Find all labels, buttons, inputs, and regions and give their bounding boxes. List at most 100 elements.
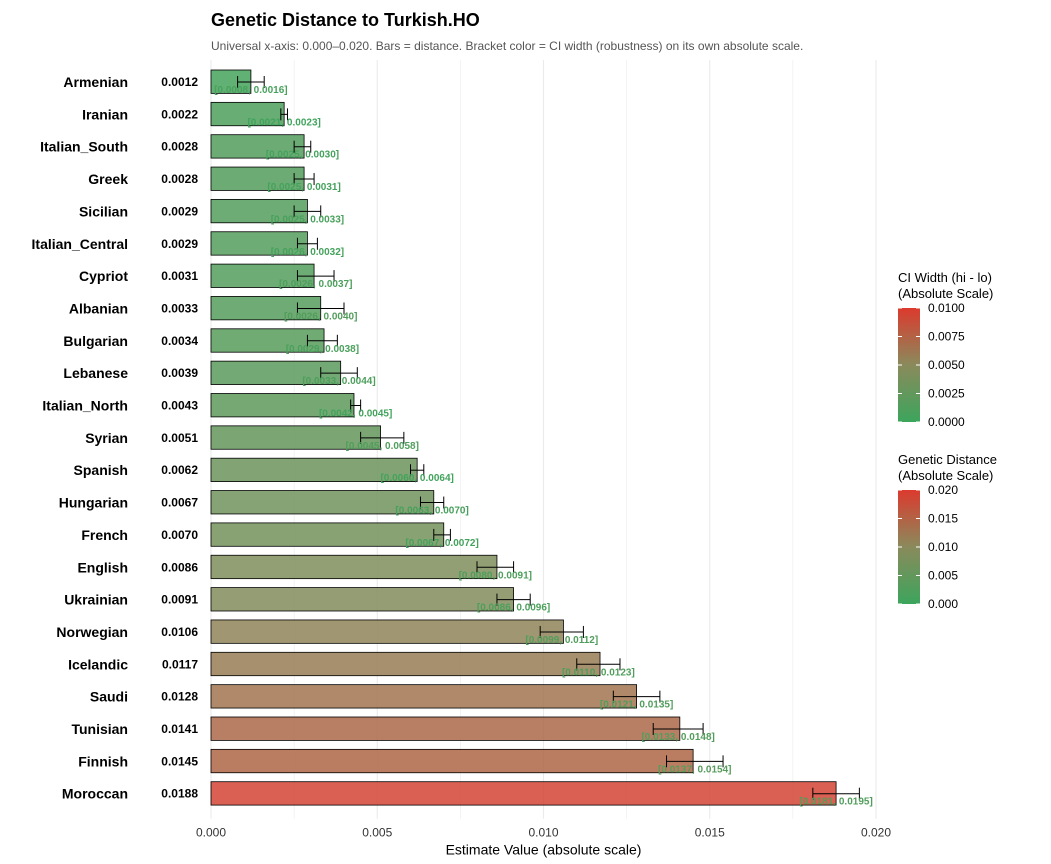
x-tick-label: 0.020 [861, 826, 891, 840]
ci-label: [0.0086, 0.0096] [477, 603, 550, 614]
legend-title: CI Width (hi - lo) [898, 270, 992, 285]
value-label: 0.0188 [161, 787, 198, 801]
bar [210, 781, 837, 806]
value-label: 0.0106 [161, 625, 198, 639]
legend-layer: CI Width (hi - lo)(Absolute Scale)0.0000… [898, 270, 997, 611]
chart-title: Genetic Distance to Turkish.HO [211, 10, 480, 30]
category-label: Ukrainian [64, 592, 128, 608]
ci-label: [0.0137, 0.0154] [658, 764, 731, 775]
ci-label: [0.0121, 0.0135] [600, 700, 673, 711]
ci-label: [0.0042, 0.0045] [319, 409, 392, 420]
legend-tick-label: 0.020 [928, 483, 958, 497]
legend-tick-label: 0.000 [928, 597, 958, 611]
ci-label: [0.0025, 0.0033] [271, 214, 344, 225]
legend-tick-label: 0.0000 [928, 415, 965, 429]
category-label: Italian_Central [32, 236, 128, 252]
value-label: 0.0028 [161, 140, 198, 154]
value-label: 0.0091 [161, 593, 198, 607]
x-axis-title: Estimate Value (absolute scale) [446, 842, 642, 858]
x-tick-label: 0.015 [695, 826, 725, 840]
x-tick-label: 0.010 [528, 826, 558, 840]
legend-tick-label: 0.0100 [928, 301, 965, 315]
legend-tick-label: 0.005 [928, 569, 958, 583]
value-label: 0.0086 [161, 560, 198, 574]
ci-label: [0.0026, 0.0032] [271, 247, 344, 258]
category-label: English [77, 559, 128, 575]
ci-label: [0.0026, 0.0040] [284, 311, 357, 322]
ci-label: [0.0025, 0.0031] [267, 182, 340, 193]
bar [210, 651, 601, 677]
ci-label: [0.0133, 0.0148] [641, 732, 714, 743]
legend-title: (Absolute Scale) [898, 286, 993, 301]
category-label: Armenian [63, 74, 128, 90]
category-label: Syrian [85, 430, 128, 446]
legend-tick-label: 0.0075 [928, 330, 965, 344]
value-label: 0.0031 [161, 269, 198, 283]
ci-label: [0.0045, 0.0058] [346, 441, 419, 452]
category-label: Bulgarian [63, 333, 128, 349]
ci-label: [0.0026, 0.0037] [279, 279, 352, 290]
category-label: Spanish [74, 462, 128, 478]
category-label: Tunisian [71, 721, 128, 737]
value-label: 0.0033 [161, 301, 198, 315]
value-label: 0.0051 [161, 431, 198, 445]
category-label: Norwegian [56, 624, 128, 640]
legend-title: (Absolute Scale) [898, 468, 993, 483]
ci-label: [0.0063, 0.0070] [395, 506, 468, 517]
category-label: Saudi [90, 689, 128, 705]
value-label: 0.0012 [161, 75, 198, 89]
bar [210, 684, 638, 709]
bar [210, 716, 681, 741]
category-label: Cypriot [79, 268, 128, 284]
bar [210, 619, 564, 644]
ci-label: [0.0025, 0.0030] [266, 150, 339, 161]
legend-tick-label: 0.0025 [928, 387, 965, 401]
category-label: Hungarian [59, 495, 128, 511]
ci-label: [0.0181, 0.0195] [799, 797, 872, 808]
legend-colorbar [898, 490, 920, 604]
ci-label: [0.0008, 0.0016] [214, 85, 287, 96]
value-label: 0.0029 [161, 204, 198, 218]
ci-label: [0.0033, 0.0044] [302, 376, 375, 387]
legend-title: Genetic Distance [898, 452, 997, 467]
legend-tick-label: 0.0050 [928, 358, 965, 372]
ci-label: [0.0099, 0.0112] [525, 635, 598, 646]
chart-subtitle: Universal x-axis: 0.000–0.020. Bars = di… [211, 39, 804, 53]
ci-label: [0.0080, 0.0091] [459, 570, 532, 581]
axis-layer: 0.000 0.005 0.010 0.015 0.020 Estimate Value … [196, 826, 891, 858]
value-label: 0.0145 [161, 754, 198, 768]
value-label: 0.0034 [161, 334, 198, 348]
value-label: 0.0070 [161, 528, 198, 542]
value-label: 0.0141 [161, 722, 198, 736]
value-label: 0.0022 [161, 107, 198, 121]
category-label: Moroccan [62, 786, 128, 802]
ci-label: [0.0110, 0.0123] [562, 667, 635, 678]
ci-label: [0.0060, 0.0064] [380, 473, 453, 484]
bar [210, 554, 498, 580]
category-label: Icelandic [68, 656, 128, 672]
category-label: Iranian [82, 106, 128, 122]
legend-tick-label: 0.010 [928, 540, 958, 554]
label-layer: Armenian 0.0012 [0.0008, 0.0016] Iranian 0.0… [32, 74, 873, 808]
value-label: 0.0029 [161, 237, 198, 251]
category-label: Italian_South [40, 139, 128, 155]
value-label: 0.0043 [161, 399, 198, 413]
category-label: Finnish [78, 753, 128, 769]
x-tick-label: 0.000 [196, 826, 226, 840]
bar-layer [210, 69, 860, 806]
ci-label: [0.0067, 0.0072] [405, 538, 478, 549]
value-label: 0.0128 [161, 690, 198, 704]
category-label: French [81, 527, 128, 543]
legend-tick-label: 0.015 [928, 512, 958, 526]
category-label: Lebanese [63, 365, 128, 381]
bar [210, 587, 514, 612]
category-label: Albanian [69, 300, 128, 316]
value-label: 0.0067 [161, 496, 198, 510]
category-label: Greek [88, 171, 128, 187]
category-label: Italian_North [42, 398, 128, 414]
value-label: 0.0028 [161, 172, 198, 186]
value-label: 0.0062 [161, 463, 198, 477]
bar [210, 748, 694, 774]
legend-colorbar [898, 308, 920, 422]
